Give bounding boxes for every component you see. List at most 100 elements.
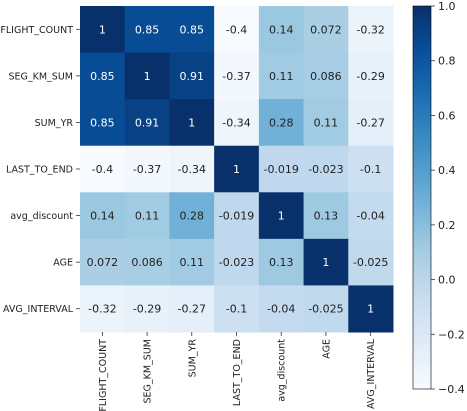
colorbar-ticks: 1.0 0.8 0.6 0.4 0.2 0.0 −0.2 −0.4 [431, 0, 465, 396]
x-tick-label: FLIGHT_COUNT [98, 339, 109, 411]
cell-value-label: -0.34 [222, 116, 250, 129]
colorbar-tick-label: −0.2 [438, 328, 465, 341]
x-tick-label: avg_discount [277, 339, 288, 402]
heatmap-cell [169, 238, 215, 286]
cell-value-label: -0.32 [88, 303, 116, 316]
heatmap-cell [214, 285, 260, 333]
cell-value-label: 0.14 [90, 210, 115, 223]
heatmap-cell [124, 99, 170, 147]
heatmap-cell [258, 238, 305, 286]
heatmap-cell [124, 145, 170, 193]
heatmap-cell [124, 192, 170, 240]
y-tick-label: FLIGHT_COUNT [0, 25, 73, 36]
heatmap-cell [258, 145, 305, 193]
heatmap-cell [80, 52, 126, 100]
colorbar-tick-label: 1.0 [438, 0, 456, 13]
cell-value-label: -0.023 [219, 256, 254, 269]
cell-value-label: -0.1 [226, 303, 247, 316]
x-tick-label: LAST_TO_END [232, 339, 243, 406]
heatmap-cell [258, 285, 305, 333]
heatmap-cell [258, 192, 305, 240]
cell-value-label: -0.019 [219, 210, 254, 223]
cell-value-label: -0.025 [308, 303, 343, 316]
cell-value-label: 0.85 [135, 23, 160, 36]
cell-value-label: -0.04 [356, 210, 384, 223]
heatmap-cell [124, 238, 170, 286]
heatmap-cells [80, 6, 394, 333]
heatmap-cell [124, 52, 170, 100]
heatmap-cell [348, 6, 394, 54]
heatmap-cell [348, 285, 394, 333]
colorbar-tick-label: 0.8 [438, 55, 456, 68]
cell-value-label: -0.27 [356, 116, 384, 129]
heatmap-cell [214, 192, 260, 240]
y-tick-label: avg_discount [10, 211, 73, 222]
x-tick-label: AGE [321, 339, 332, 359]
heatmap-cell [80, 99, 126, 147]
y-tick-label: SEG_KM_SUM [8, 71, 73, 82]
colorbar-gradient [412, 5, 432, 390]
y-tick-label: AGE [53, 258, 73, 269]
cell-value-label: 1 [144, 70, 151, 83]
cell-value-label: -0.37 [222, 70, 250, 83]
cell-value-label: 0.85 [90, 116, 115, 129]
heatmap-cell [258, 6, 305, 54]
heatmap-cell [214, 145, 260, 193]
cell-value-label: 1 [278, 210, 285, 223]
cell-value-label: -0.29 [356, 70, 384, 83]
x-tick-label: SEG_KM_SUM [143, 339, 154, 404]
heatmap-cell [258, 52, 305, 100]
heatmap-cell [303, 52, 349, 100]
heatmap-cell [124, 285, 170, 333]
cell-value-label: -0.04 [267, 303, 295, 316]
heatmap-cell [169, 192, 215, 240]
heatmap-cell [303, 6, 349, 54]
heatmap-cell [348, 145, 394, 193]
heatmap-cell [348, 52, 394, 100]
cell-value-label: 0.14 [269, 23, 294, 36]
x-tick-label: SUM_YR [187, 339, 198, 378]
heatmap-cell [80, 6, 126, 54]
heatmap-cell [214, 99, 260, 147]
cell-value-label: 1 [233, 163, 240, 176]
cell-value-label: -0.1 [360, 163, 381, 176]
cell-value-label: 1 [188, 116, 195, 129]
cell-value-label: 0.85 [90, 70, 115, 83]
heatmap-cell [258, 99, 305, 147]
cell-value-label: 0.086 [310, 70, 342, 83]
heatmap-cell [169, 6, 215, 54]
cell-value-label: 1 [367, 303, 374, 316]
heatmap-cell [80, 192, 126, 240]
heatmap-cell [303, 238, 349, 286]
cell-value-label: 0.13 [269, 256, 294, 269]
heatmap-cell [124, 6, 170, 54]
heatmap-cell [348, 99, 394, 147]
cell-value-label: -0.34 [178, 163, 206, 176]
heatmap-cell [214, 6, 260, 54]
colorbar-tick-label: 0.2 [438, 219, 456, 232]
cell-value-label: 0.28 [269, 116, 294, 129]
cell-value-label: 0.13 [314, 210, 339, 223]
cell-value-label: -0.29 [133, 303, 161, 316]
heatmap-cell [303, 145, 349, 193]
colorbar-tick-label: −0.4 [438, 383, 465, 396]
cell-value-label: 0.072 [87, 256, 119, 269]
heatmap-cell [303, 285, 349, 333]
heatmap-cell [80, 238, 126, 286]
cell-value-label: -0.025 [353, 256, 388, 269]
cell-value-label: -0.27 [178, 303, 206, 316]
heatmap-cell [169, 145, 215, 193]
cell-value-label: -0.37 [133, 163, 161, 176]
heatmap-value-labels: 1 0.85 0.85 -0.4 0.14 0.072 -0.32 0.85 1 0.91 -0.3… [87, 23, 389, 315]
cell-value-label: 1 [322, 256, 329, 269]
heatmap-cell [169, 285, 215, 333]
heatmap-cell [214, 52, 260, 100]
cell-value-label: 0.11 [180, 256, 205, 269]
heatmap-cell [80, 145, 126, 193]
cell-value-label: -0.019 [263, 163, 298, 176]
cell-value-label: 0.91 [180, 70, 205, 83]
cell-value-label: -0.023 [308, 163, 343, 176]
colorbar-tick-label: 0.0 [438, 274, 456, 287]
heatmap-cell [348, 192, 394, 240]
